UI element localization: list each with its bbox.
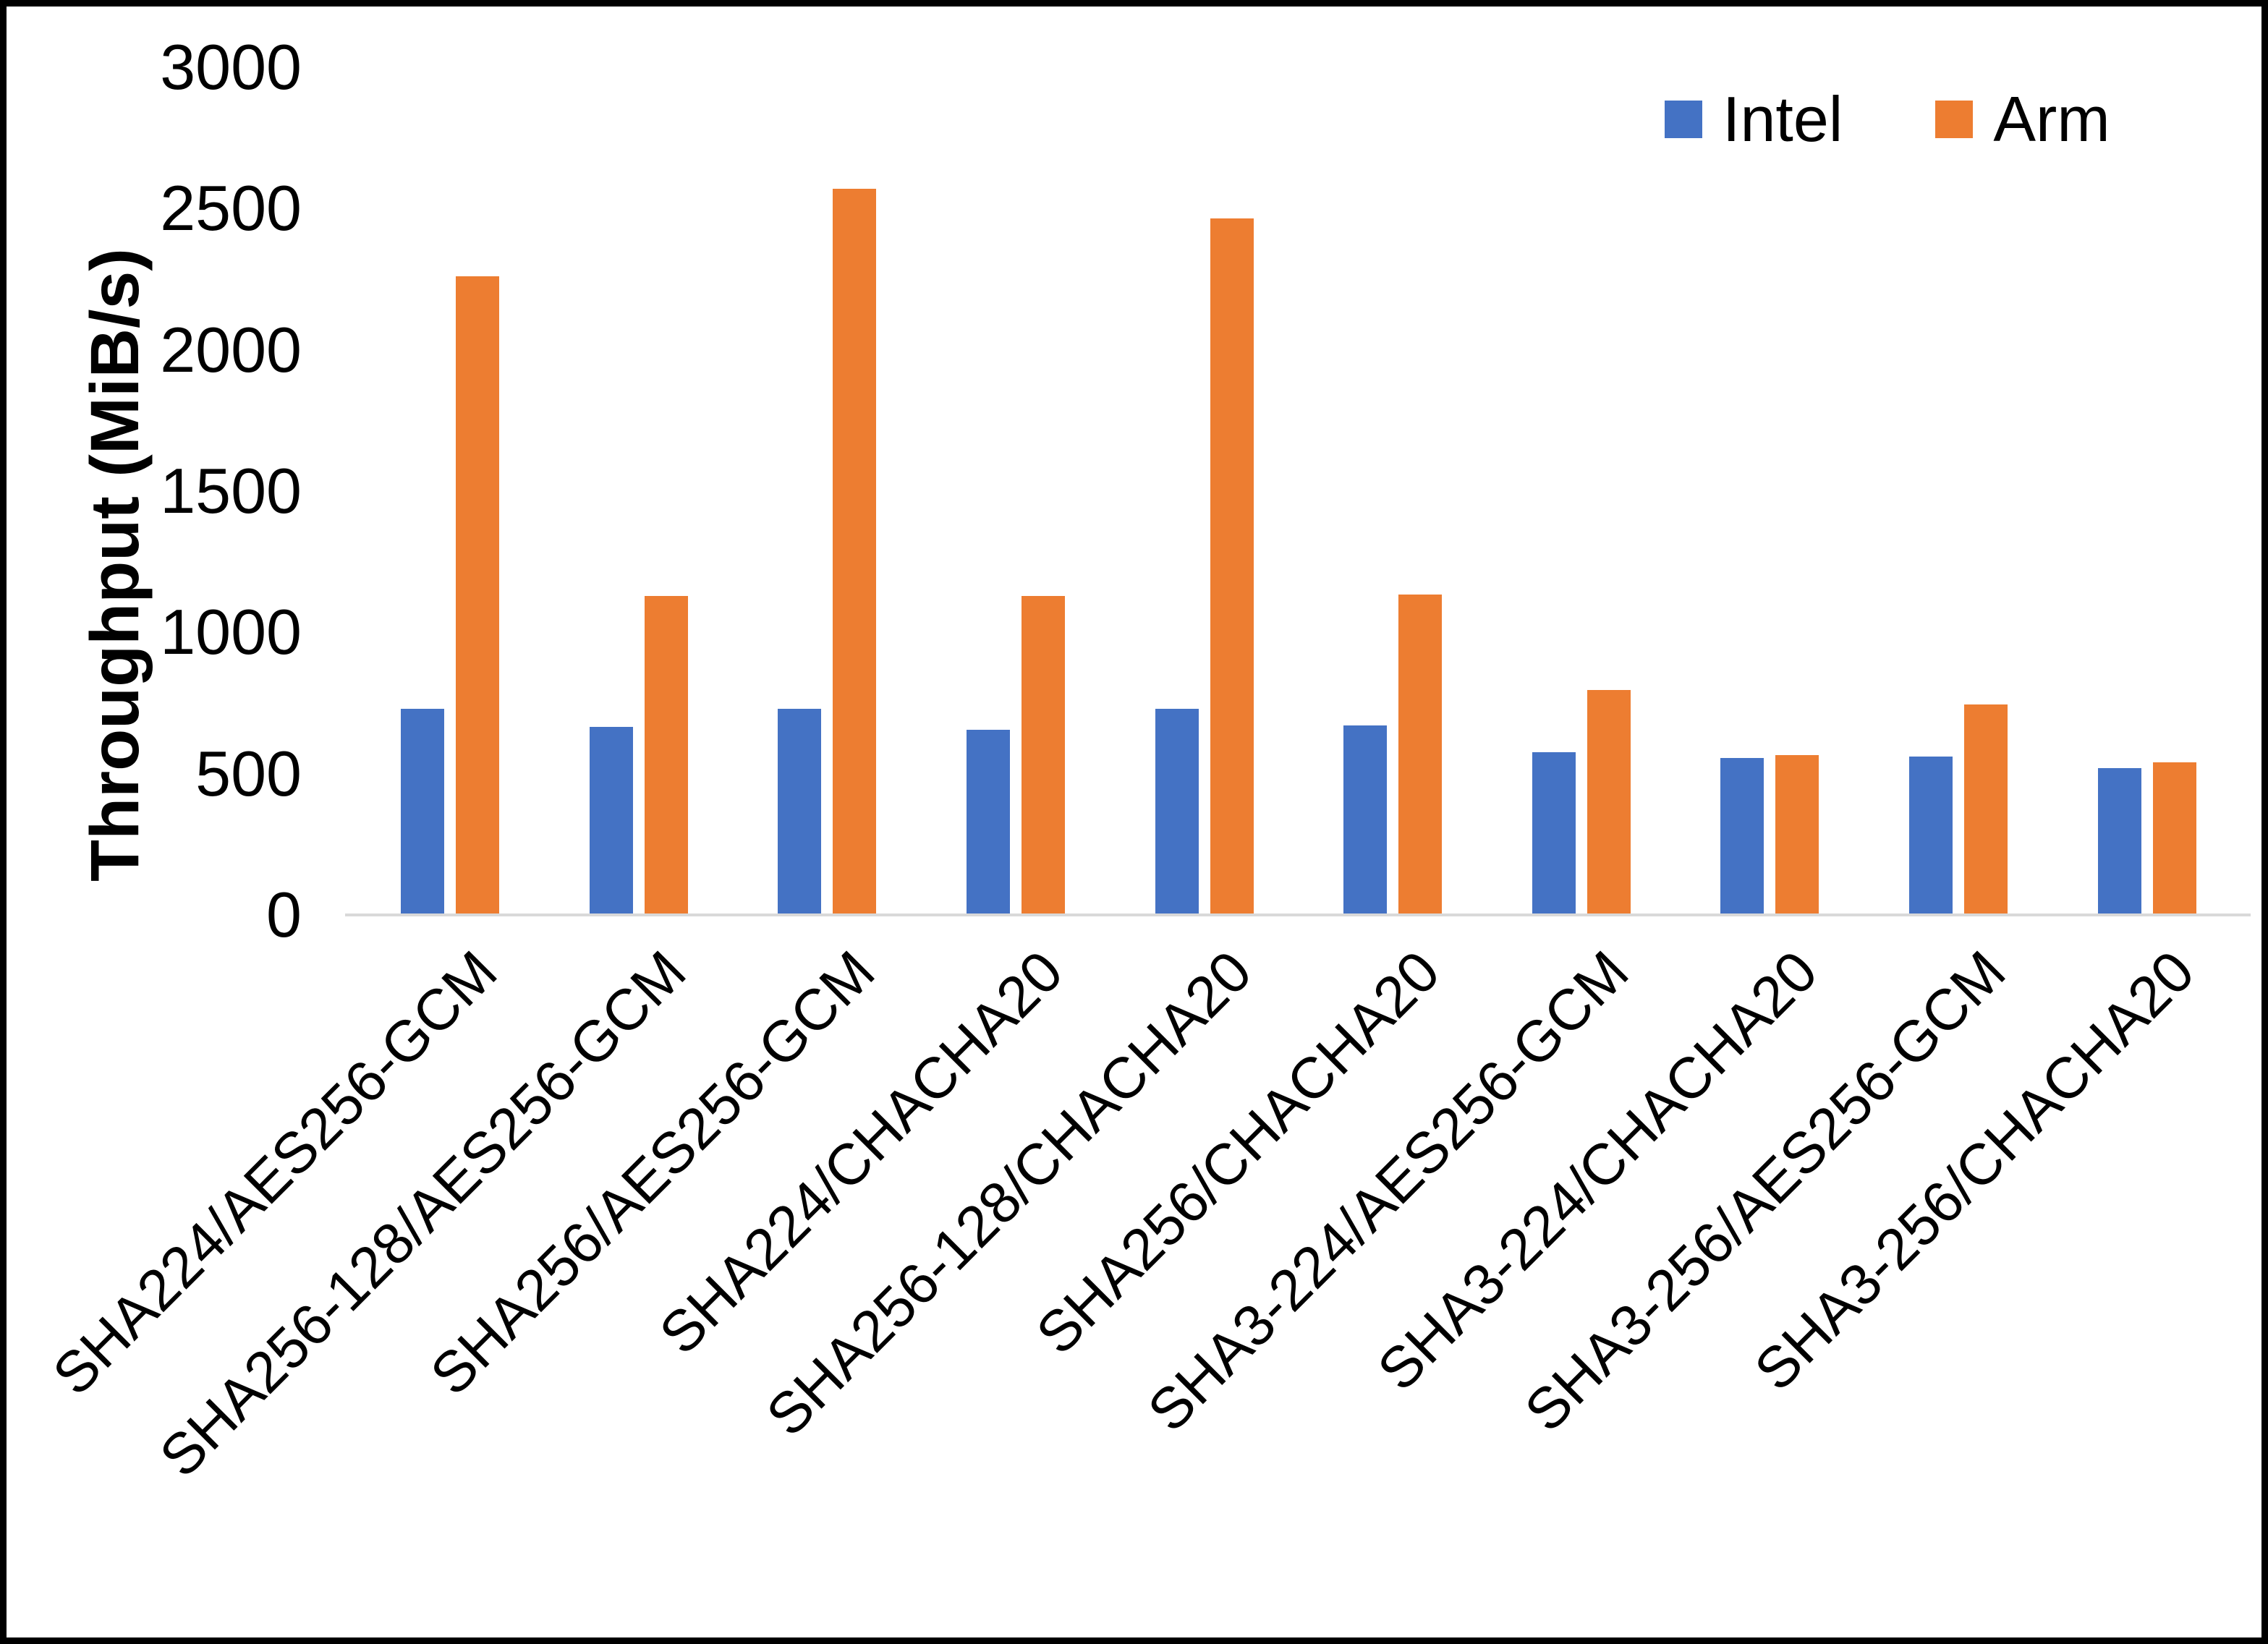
y-tick-label-2500: 2500 xyxy=(160,172,302,244)
bar-group-0 xyxy=(356,67,545,915)
bar-intel-9 xyxy=(2097,767,2141,915)
bar-arm-1 xyxy=(644,595,688,915)
bar-arm-5 xyxy=(1398,594,1443,915)
bar-intel-3 xyxy=(967,730,1011,915)
y-tick-label-500: 500 xyxy=(195,737,302,809)
x-axis-line xyxy=(345,913,2251,916)
y-tick-label-3000: 3000 xyxy=(160,31,302,103)
bar-intel-6 xyxy=(1532,752,1576,915)
y-tick-label-0: 0 xyxy=(266,879,302,950)
bar-group-8 xyxy=(1864,67,2053,915)
legend-swatch-arm xyxy=(1935,101,1974,138)
legend-label-intel: Intel xyxy=(1723,83,1843,155)
bar-arm-9 xyxy=(2152,762,2196,915)
bar-arm-0 xyxy=(456,276,500,915)
bar-arm-2 xyxy=(833,189,877,915)
x-category-label-0: SHA224/AES256-GCM xyxy=(41,938,509,1407)
bar-intel-5 xyxy=(1343,725,1388,915)
legend: Intel Arm xyxy=(1665,88,2110,151)
bar-intel-8 xyxy=(1909,757,1953,915)
bar-group-9 xyxy=(2052,67,2241,915)
bar-group-7 xyxy=(1675,67,1864,915)
bar-intel-2 xyxy=(778,708,822,915)
bar-group-3 xyxy=(922,67,1110,915)
y-axis-title: Throughput (MiB/s) xyxy=(77,248,153,882)
bar-group-2 xyxy=(733,67,922,915)
legend-item-intel: Intel xyxy=(1665,88,1843,151)
legend-label-arm: Arm xyxy=(1993,83,2110,155)
y-tick-label-2000: 2000 xyxy=(160,313,302,386)
bar-arm-3 xyxy=(1022,595,1066,915)
legend-item-arm: Arm xyxy=(1935,88,2110,151)
bar-group-1 xyxy=(545,67,734,915)
bar-arm-7 xyxy=(1775,755,1819,915)
bar-arm-8 xyxy=(1964,704,2008,915)
legend-swatch-intel xyxy=(1665,101,1702,138)
bar-intel-7 xyxy=(1720,758,1764,915)
bar-group-4 xyxy=(1110,67,1299,915)
y-tick-label-1500: 1500 xyxy=(160,455,302,527)
plot-area xyxy=(356,67,2241,915)
y-tick-label-1000: 1000 xyxy=(160,596,302,668)
bar-intel-0 xyxy=(401,708,445,915)
bar-intel-4 xyxy=(1155,708,1199,915)
bar-arm-4 xyxy=(1210,218,1254,915)
bar-intel-1 xyxy=(589,727,633,915)
bar-group-5 xyxy=(1299,67,1487,915)
bar-group-6 xyxy=(1487,67,1676,915)
bar-arm-6 xyxy=(1587,690,1631,915)
